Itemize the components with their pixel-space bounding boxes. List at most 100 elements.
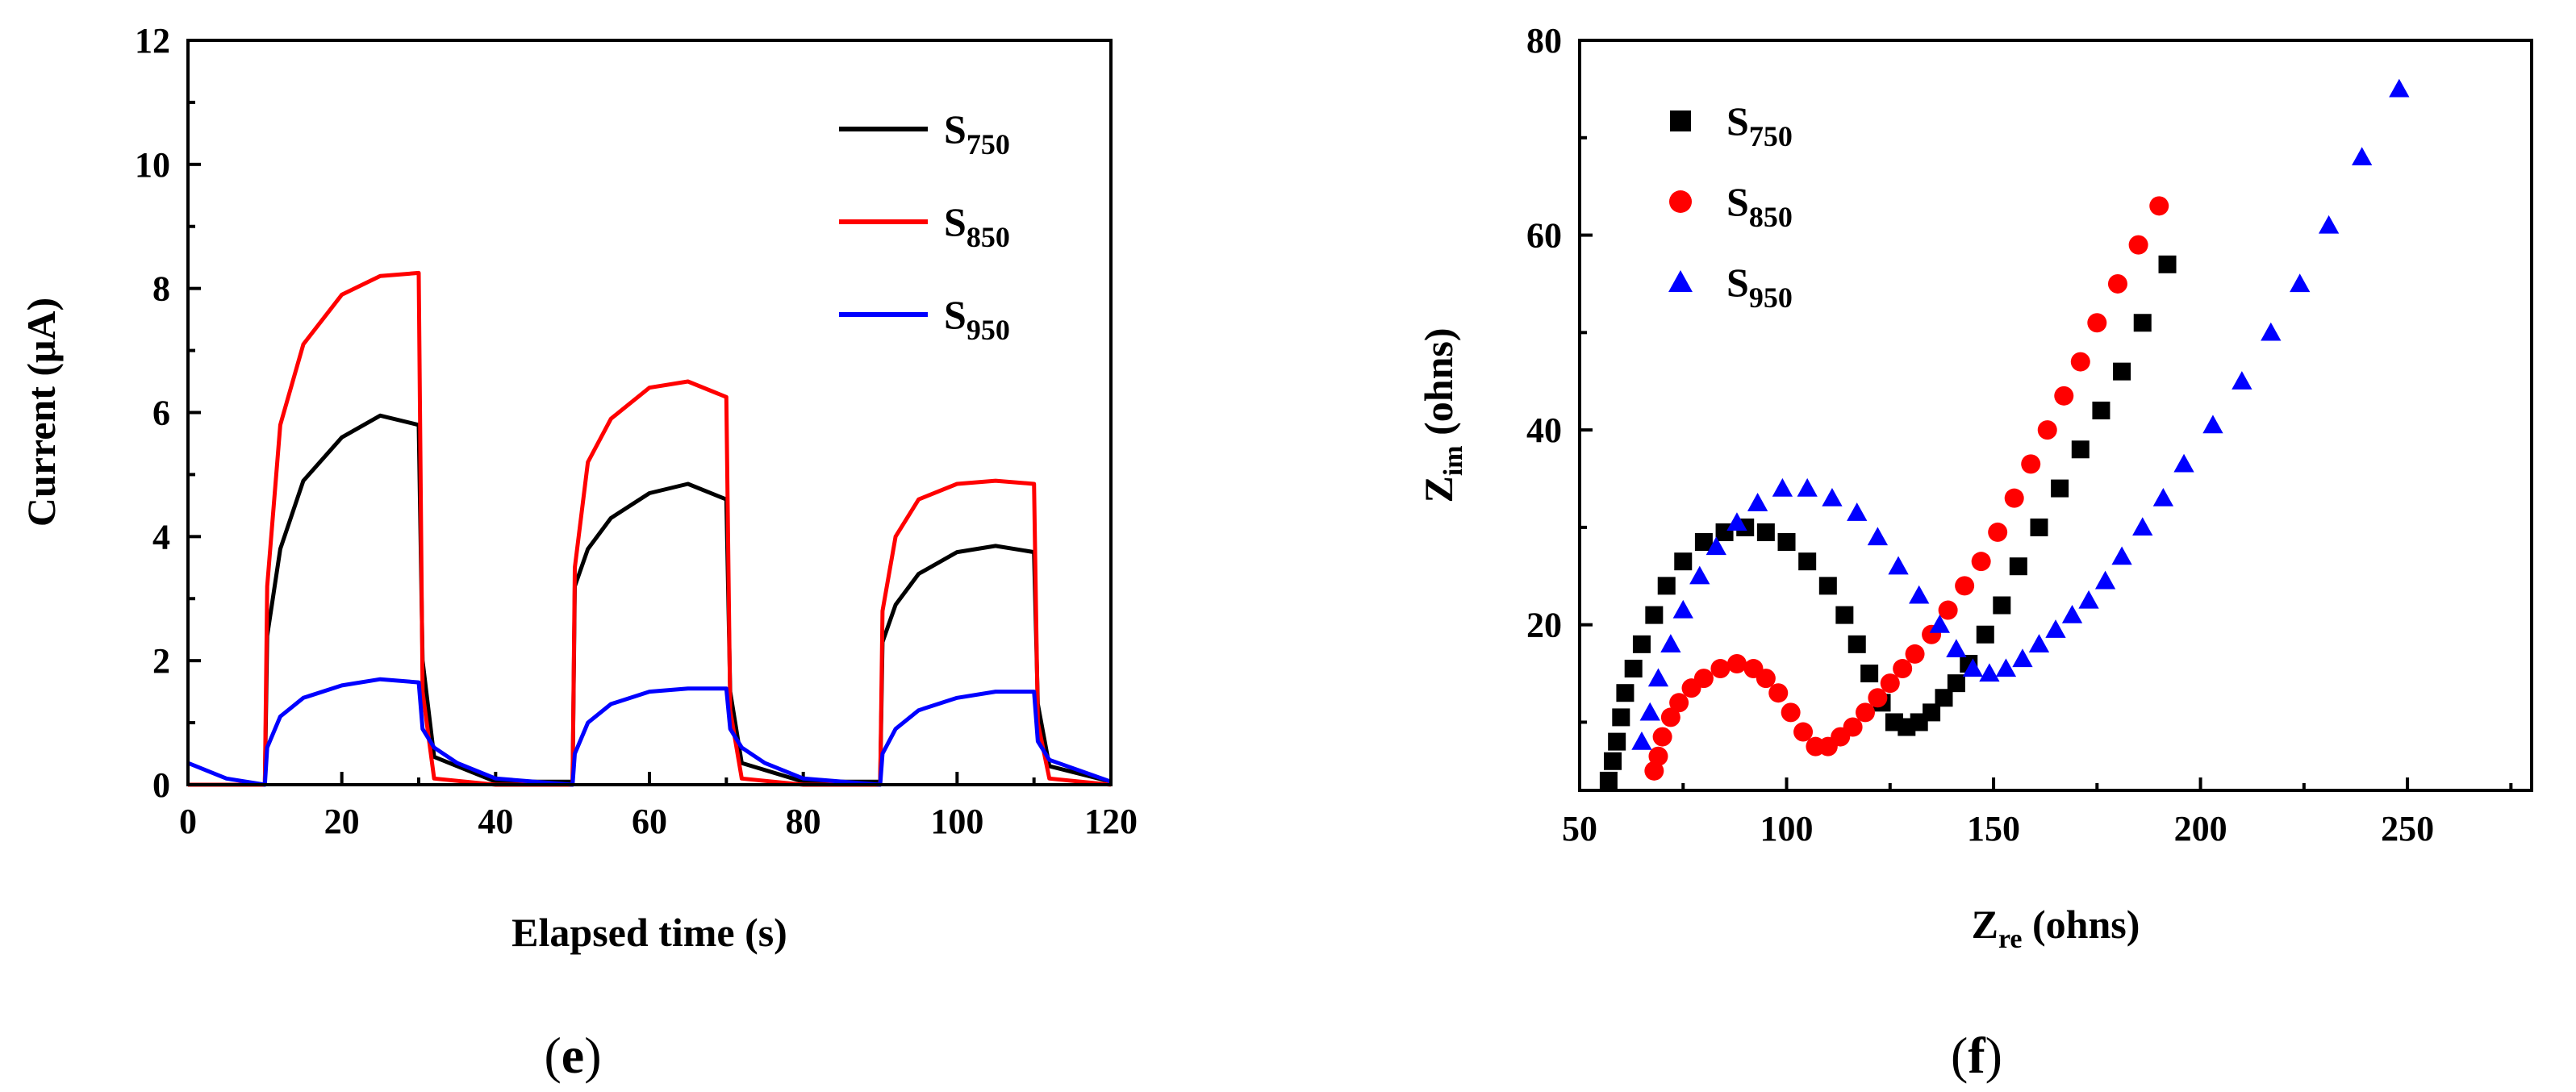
data-point-s950 [2078,590,2099,609]
data-point-s850 [1856,702,1875,723]
data-point-s750 [2092,401,2110,419]
data-point-s850 [1660,707,1680,727]
chart-f-x-tick-label: 150 [1967,809,2020,848]
chart-f-x-tick-label: 200 [2174,809,2227,848]
panel-label-e-letter: e [562,1027,584,1084]
series-line-s750 [188,413,1112,787]
data-point-s850 [1868,688,1888,708]
data-point-s950 [2028,634,2050,652]
chart-f-plot-frame [1578,39,2533,792]
data-point-s850 [2054,386,2074,406]
chart-f-grid-ticks: 50 100 150 200 250 20 40 60 80 [1526,21,2513,848]
chart-e-x-tick-label: 120 [1084,802,1138,841]
chart-e-y-tick-label: 6 [152,394,170,433]
chart-e-y-tick-label: 0 [152,765,170,805]
data-point-s750 [1604,752,1622,770]
data-point-s850 [1710,659,1731,679]
data-point-s750 [1694,533,1713,552]
data-point-s950 [1747,493,1768,511]
legend-marker-s750 [1670,110,1691,131]
data-point-s750 [1777,533,1796,552]
data-point-s950 [2012,648,2033,668]
chart-f-y-axis-title-rest: (ohns) [1416,327,1461,445]
data-point-s850 [2107,273,2127,294]
chart-e-x-tick-label: 80 [786,802,821,841]
data-point-s750 [2071,440,2090,459]
data-point-s950 [2061,604,2083,623]
data-point-s750 [2113,362,2131,381]
data-point-s950 [1929,615,1950,633]
chart-f-x-tick-label: 250 [2381,809,2434,848]
data-point-s850 [1955,576,1975,596]
chart-e-legend: S750 S850 S950 [839,106,1010,346]
data-point-s950 [2352,147,2373,166]
data-point-s850 [1893,659,1913,679]
data-point-s750 [1616,684,1635,702]
data-point-s750 [2158,255,2177,273]
data-point-s850 [2087,313,2107,333]
chart-f-x-axis-title: Zre (ohns) [1972,902,2140,954]
data-point-s750 [1976,625,1994,644]
chart-f-x-axis-title-base: Z [1972,902,1998,947]
chart-f-x-axis-title-rest: (ohns) [2023,902,2140,947]
series-line-s950 [187,677,1112,787]
data-point-s750 [1612,708,1630,727]
data-point-s950 [2152,488,2174,506]
data-point-s950 [1672,599,1693,619]
data-point-s750 [1860,665,1879,683]
data-point-s950 [1888,556,1909,575]
data-point-s750 [1624,660,1643,678]
legend-label-s950: S950 [944,292,1010,346]
data-point-s750 [1608,732,1626,751]
chart-e-plot-frame [186,39,1113,786]
data-point-s750 [2133,314,2152,332]
data-point-s950 [1797,477,1818,497]
data-point-s950 [1689,565,1710,585]
legend-label-s750: S750 [944,106,1010,160]
data-point-s850 [1905,644,1925,664]
chart-f-series [1599,78,2410,790]
data-point-s750 [2009,557,2027,576]
series-line-s850 [188,270,1112,787]
data-point-s750 [1947,674,1965,693]
legend-marker-s850 [1669,190,1692,213]
data-point-s950 [2173,453,2194,473]
data-point-s750 [1599,771,1618,790]
chart-e-x-tick-label: 20 [324,802,360,841]
data-point-s850 [1988,522,2008,542]
chart-e-series [187,270,1112,787]
data-point-s850 [1938,600,1958,620]
data-point-s950 [1706,536,1726,556]
chart-e-y-axis-title: Current (μA) [19,298,64,527]
series-s850 [1644,196,2169,781]
data-point-s850 [1652,727,1672,747]
series-s750 [1599,255,2177,790]
legend-label-s850: S850 [944,199,1010,253]
data-point-s950 [1647,668,1669,687]
data-point-s750 [1923,703,1941,722]
data-point-s850 [1843,717,1863,737]
data-point-s850 [2004,488,2024,508]
data-point-s950 [1946,639,1967,657]
series-s950 [1631,78,2410,750]
data-point-s850 [1793,722,1814,742]
data-point-s950 [1847,502,1868,521]
data-point-s950 [2389,78,2410,98]
data-point-s850 [1648,746,1668,766]
data-point-s950 [2202,415,2223,434]
data-point-s950 [2232,371,2252,390]
data-point-s750 [1818,577,1837,595]
chart-e-x-tick-label: 40 [478,802,513,841]
data-point-s950 [2045,619,2066,638]
chart-f: 50 100 150 200 250 20 40 60 80 S750 S850 S950 Zre … [1416,21,2533,1084]
data-point-s950 [2318,215,2340,234]
chart-e-x-tick-label: 100 [930,802,983,841]
data-point-s950 [1660,634,1681,652]
data-point-s850 [1756,669,1776,689]
data-point-s750 [1645,606,1664,624]
chart-e-y-tick-label: 2 [152,641,170,681]
data-point-s850 [1971,552,1991,572]
data-point-s950 [2290,273,2311,293]
chart-f-y-tick-label: 40 [1526,411,1562,450]
data-point-s850 [1644,761,1664,781]
